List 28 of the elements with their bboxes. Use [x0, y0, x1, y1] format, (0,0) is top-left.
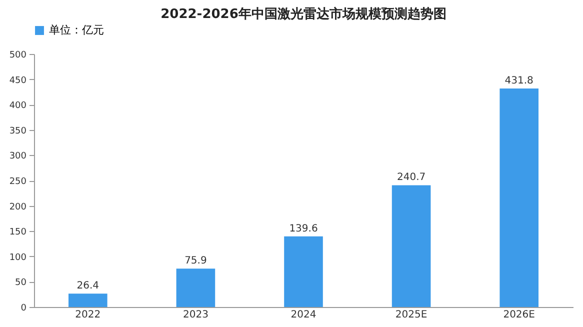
data-label: 240.7	[396, 172, 426, 184]
x-tick-label: 2023	[182, 310, 208, 320]
bar	[392, 185, 431, 307]
y-tick-label: 200	[9, 202, 27, 212]
y-tick-label: 150	[9, 228, 27, 238]
bar	[176, 268, 216, 307]
y-tick-label: 500	[9, 50, 27, 60]
y-tick-label: 450	[9, 76, 27, 86]
x-tick-label: 2026E	[503, 310, 535, 320]
y-tick-label: 350	[9, 126, 27, 136]
y-tick-label: 400	[9, 101, 27, 112]
bar	[68, 294, 108, 307]
data-label: 75.9	[184, 256, 207, 267]
legend-label: 单位：亿元	[49, 24, 104, 36]
x-tick-label: 2022	[75, 310, 101, 320]
bar	[284, 236, 323, 307]
y-tick-label: 0	[20, 304, 27, 314]
x-tick-label: 2025E	[395, 310, 428, 320]
x-tick-label: 2024	[290, 310, 316, 320]
y-tick-label: 50	[15, 278, 27, 288]
bar	[500, 88, 539, 307]
data-label: 139.6	[289, 223, 318, 234]
y-tick-label: 300	[9, 152, 27, 162]
y-tick-label: 250	[9, 177, 27, 187]
data-label: 26.4	[76, 280, 100, 292]
chart-title: 2022-2026年中国激光雷达市场规模预测趋势图	[160, 6, 446, 22]
data-label: 431.8	[504, 76, 534, 87]
y-tick-label: 100	[9, 252, 27, 263]
